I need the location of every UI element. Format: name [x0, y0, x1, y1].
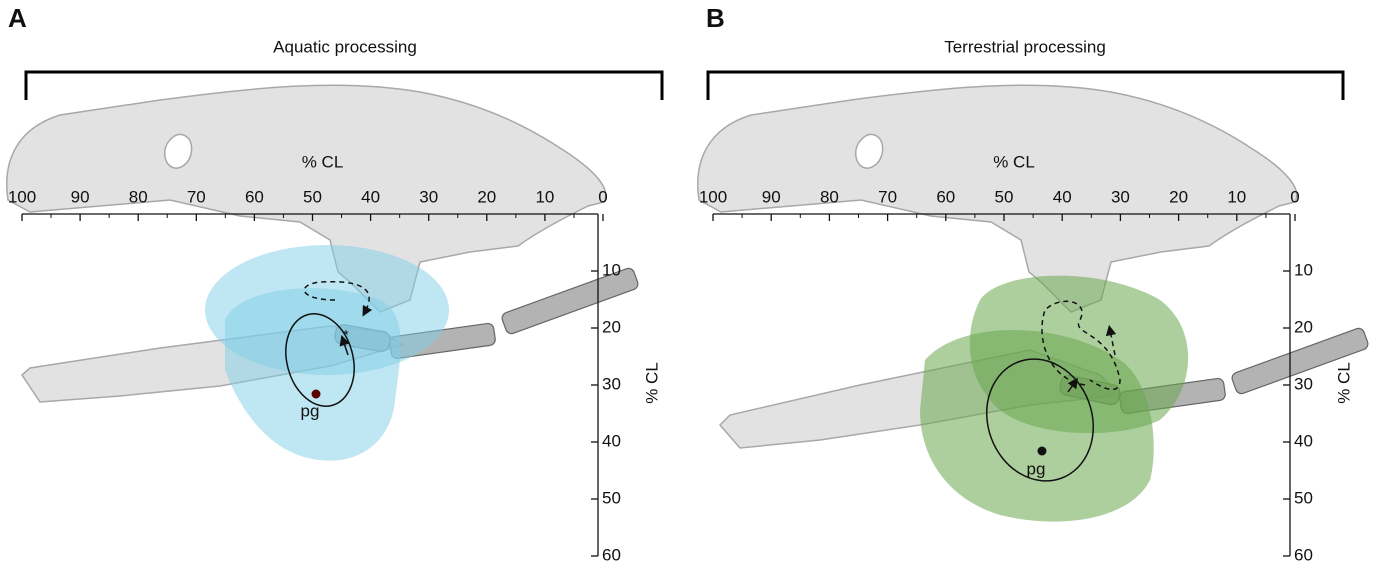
x-tick-label: 80: [820, 187, 839, 206]
x-tick-label: 40: [1053, 187, 1072, 206]
figure: AAquatic processing% CL10090807060504030…: [0, 0, 1373, 572]
x-tick-label: 30: [1111, 187, 1130, 206]
x-tick-label: 30: [419, 187, 438, 206]
y-tick-label: 20: [602, 317, 621, 336]
y-tick-label: 30: [602, 374, 621, 393]
panel-a: [7, 72, 662, 461]
x-tick-label: 0: [1290, 187, 1299, 206]
y-tick-label: 50: [602, 488, 621, 507]
x-axis-label: % CL: [302, 152, 344, 171]
x-tick-label: 100: [8, 187, 36, 206]
x-tick-label: 70: [187, 187, 206, 206]
x-tick-label: 60: [936, 187, 955, 206]
panel-title: Aquatic processing: [273, 37, 417, 56]
y-tick-label: 20: [1294, 317, 1313, 336]
x-tick-label: 60: [245, 187, 264, 206]
point: [1038, 447, 1047, 456]
x-axis-label: % CL: [993, 152, 1035, 171]
y-tick-label: 10: [602, 260, 621, 279]
x-tick-label: 100: [699, 187, 727, 206]
point: [312, 390, 321, 399]
point-label: pg: [301, 401, 320, 420]
x-tick-label: 90: [71, 187, 90, 206]
panel-letter: A: [8, 3, 27, 33]
y-tick-label: 10: [1294, 260, 1313, 279]
x-tick-label: 80: [129, 187, 148, 206]
y-tick-label: 40: [602, 431, 621, 450]
x-tick-label: 50: [303, 187, 322, 206]
x-tick-label: 70: [878, 187, 897, 206]
y-tick-label: 50: [1294, 488, 1313, 507]
y-tick-label: 30: [1294, 374, 1313, 393]
point-label: pg: [1027, 459, 1046, 478]
marker-label: *: [343, 327, 349, 343]
panel-letter: B: [706, 3, 725, 33]
y-tick-label: 60: [1294, 545, 1313, 564]
y-tick-label: 40: [1294, 431, 1313, 450]
y-axis-label: % CL: [642, 362, 661, 404]
y-tick-label: 60: [602, 545, 621, 564]
x-tick-label: 10: [535, 187, 554, 206]
panel-title: Terrestrial processing: [944, 37, 1106, 56]
marker-label: *: [1072, 376, 1078, 392]
x-tick-label: 40: [361, 187, 380, 206]
x-tick-label: 20: [477, 187, 496, 206]
x-tick-label: 50: [995, 187, 1014, 206]
x-tick-label: 20: [1169, 187, 1188, 206]
x-tick-label: 0: [598, 187, 607, 206]
panel-b: [698, 72, 1370, 522]
x-tick-label: 90: [762, 187, 781, 206]
y-axis-label: % CL: [1334, 362, 1353, 404]
x-tick-label: 10: [1227, 187, 1246, 206]
